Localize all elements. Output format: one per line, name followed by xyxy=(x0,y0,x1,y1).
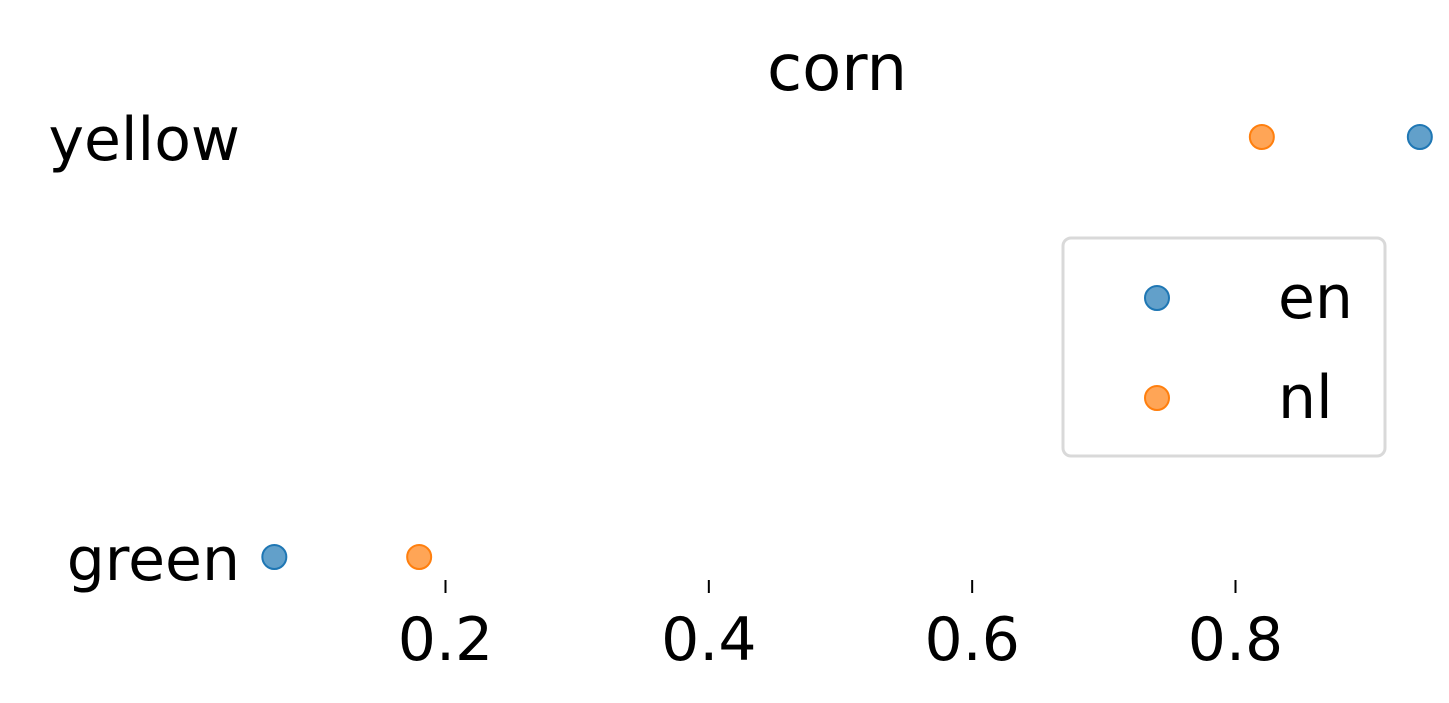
legend-label-en: en xyxy=(1278,263,1353,333)
data-point-nl-yellow xyxy=(1248,124,1275,150)
data-point-nl-green xyxy=(406,544,433,570)
x-tick-label: 0.4 xyxy=(661,605,756,675)
x-tick-label: 0.6 xyxy=(924,605,1019,675)
legend: en nl xyxy=(1061,236,1387,458)
x-tick-label: 0.2 xyxy=(398,605,493,675)
legend-marker-en xyxy=(1144,285,1170,311)
data-point-en-yellow xyxy=(1406,124,1433,150)
chart-title: corn xyxy=(767,32,907,106)
legend-label-nl: nl xyxy=(1278,363,1333,433)
legend-box xyxy=(1061,236,1387,458)
data-point-en-green xyxy=(261,544,288,570)
x-tick-label: 0.8 xyxy=(1188,605,1283,675)
category-label-green: green xyxy=(67,525,240,595)
x-axis-ticks: 0.2 0.4 0.6 0.8 xyxy=(398,580,1283,675)
category-label-yellow: yellow xyxy=(48,105,240,175)
legend-marker-nl xyxy=(1144,385,1170,411)
data-points xyxy=(261,124,1433,570)
